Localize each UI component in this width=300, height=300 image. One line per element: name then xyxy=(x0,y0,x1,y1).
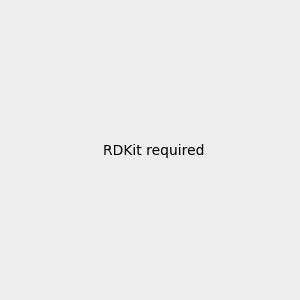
Text: RDKit required: RDKit required xyxy=(103,145,205,158)
